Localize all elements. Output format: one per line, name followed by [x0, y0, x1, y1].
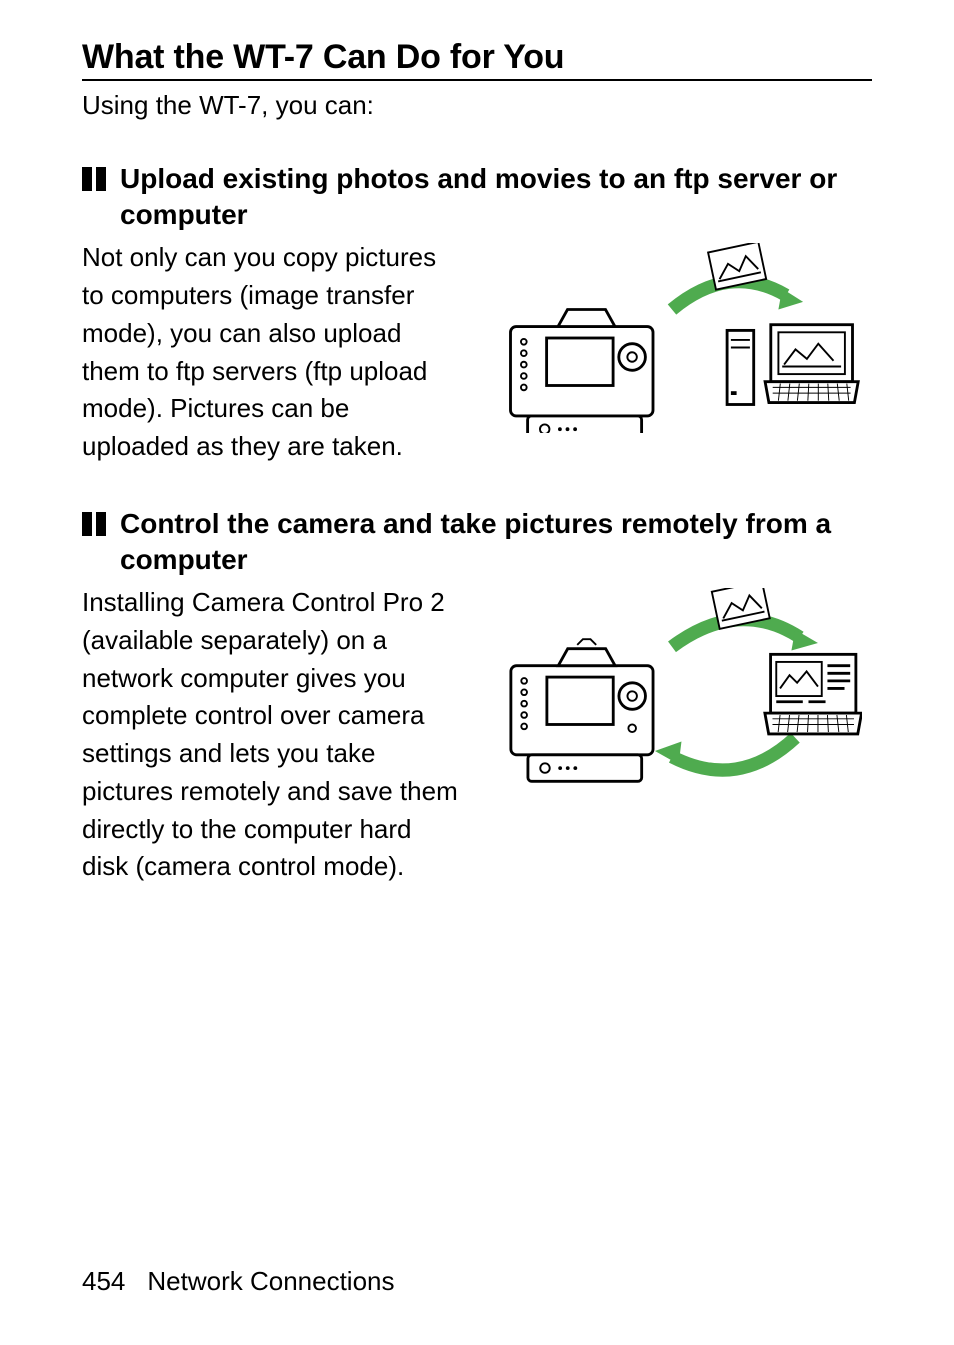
subheading-upload: Upload existing photos and movies to an …: [82, 161, 872, 234]
section-control: Control the camera and take pictures rem…: [82, 506, 872, 886]
bullet-bars-icon: [82, 167, 106, 191]
body-upload: Not only can you copy pictures to comput…: [82, 239, 462, 465]
page-number: 454: [82, 1266, 125, 1297]
page-footer: 454 Network Connections: [82, 1266, 395, 1297]
subheading-control-text: Control the camera and take pictures rem…: [120, 506, 872, 579]
body-control: Installing Camera Control Pro 2 (availab…: [82, 584, 462, 886]
illustration-control: [482, 588, 872, 811]
illustration-upload: [482, 243, 872, 438]
subheading-control: Control the camera and take pictures rem…: [82, 506, 872, 579]
section-upload: Upload existing photos and movies to an …: [82, 161, 872, 466]
page-title: What the WT-7 Can Do for You: [82, 38, 872, 81]
bullet-bars-icon: [82, 512, 106, 536]
chapter-label: Network Connections: [147, 1266, 394, 1297]
subheading-upload-text: Upload existing photos and movies to an …: [120, 161, 872, 234]
intro-text: Using the WT-7, you can:: [82, 87, 872, 125]
